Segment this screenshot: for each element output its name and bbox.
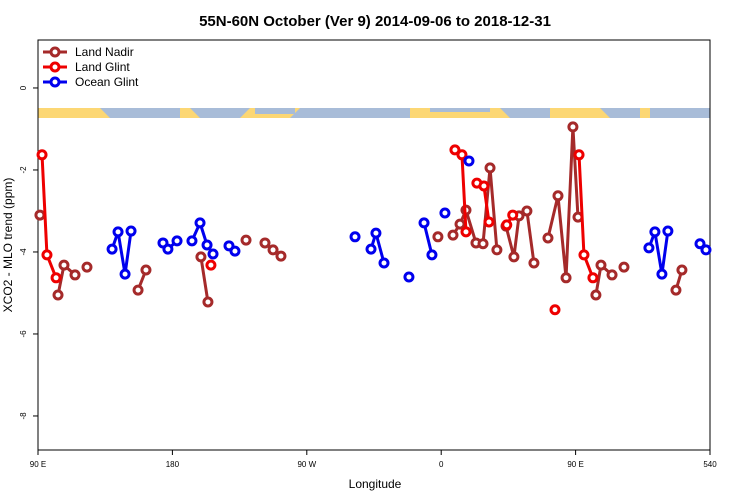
data-point bbox=[508, 251, 520, 263]
chart-title: 55N-60N October (Ver 9) 2014-09-06 to 20… bbox=[199, 13, 551, 30]
data-point bbox=[52, 289, 64, 301]
data-point bbox=[507, 209, 519, 221]
data-point bbox=[694, 238, 706, 250]
y-tick-label: -8 bbox=[19, 412, 28, 420]
data-point bbox=[552, 190, 564, 202]
data-point bbox=[365, 243, 377, 255]
legend-label: Land Glint bbox=[75, 60, 130, 74]
data-point bbox=[606, 269, 618, 281]
data-point bbox=[649, 226, 661, 238]
data-point bbox=[449, 144, 461, 156]
data-point bbox=[50, 272, 62, 284]
data-point bbox=[432, 231, 444, 243]
data-point bbox=[454, 218, 466, 230]
data-point bbox=[58, 259, 70, 271]
data-point bbox=[643, 242, 655, 254]
data-point bbox=[36, 149, 48, 161]
data-point bbox=[587, 272, 599, 284]
legend-label: Land Nadir bbox=[75, 45, 134, 59]
data-point bbox=[132, 284, 144, 296]
data-point bbox=[439, 207, 451, 219]
x-tick-label: 540 bbox=[703, 460, 717, 469]
data-point bbox=[483, 216, 495, 228]
data-point bbox=[676, 264, 688, 276]
data-point bbox=[205, 259, 217, 271]
legend-marker bbox=[49, 76, 61, 88]
x-tick-label: 180 bbox=[166, 460, 180, 469]
legend-marker bbox=[49, 61, 61, 73]
data-point bbox=[195, 251, 207, 263]
x-tick-label: 0 bbox=[439, 460, 444, 469]
data-point bbox=[521, 205, 533, 217]
data-point bbox=[171, 235, 183, 247]
data-point bbox=[119, 268, 131, 280]
y-tick-label: 0 bbox=[19, 85, 28, 90]
data-point bbox=[460, 226, 472, 238]
data-point bbox=[573, 149, 585, 161]
data-point bbox=[378, 257, 390, 269]
data-point bbox=[447, 229, 459, 241]
x-tick-label: 90 E bbox=[30, 460, 46, 469]
data-point bbox=[700, 244, 712, 256]
data-point bbox=[478, 180, 490, 192]
data-point bbox=[418, 217, 430, 229]
y-axis-label: XCO2 - MLO trend (ppm) bbox=[1, 178, 15, 313]
map-strip bbox=[38, 108, 710, 118]
data-point bbox=[186, 235, 198, 247]
data-point bbox=[403, 271, 415, 283]
data-point bbox=[140, 264, 152, 276]
data-point bbox=[670, 284, 682, 296]
legend-label: Ocean Glint bbox=[75, 75, 139, 89]
data-point bbox=[477, 238, 489, 250]
plot-frame bbox=[37, 39, 711, 451]
data-point bbox=[656, 268, 668, 280]
data-point bbox=[618, 261, 630, 273]
data-point bbox=[69, 269, 81, 281]
data-point bbox=[81, 261, 93, 273]
data-point bbox=[484, 162, 496, 174]
data-point bbox=[491, 244, 503, 256]
data-point bbox=[112, 226, 124, 238]
data-point bbox=[501, 219, 513, 231]
data-point bbox=[275, 250, 287, 262]
data-point bbox=[456, 149, 468, 161]
y-tick-label: -2 bbox=[19, 166, 28, 174]
data-point bbox=[463, 155, 475, 167]
data-point bbox=[207, 248, 219, 260]
data-point bbox=[229, 245, 241, 257]
data-point bbox=[549, 304, 561, 316]
data-point bbox=[567, 121, 579, 133]
data-point bbox=[194, 217, 206, 229]
data-point bbox=[349, 231, 361, 243]
y-tick-label: -4 bbox=[19, 248, 28, 256]
legend-marker bbox=[49, 46, 61, 58]
data-point bbox=[106, 243, 118, 255]
data-point bbox=[528, 257, 540, 269]
data-point bbox=[370, 227, 382, 239]
data-point bbox=[560, 272, 572, 284]
data-point bbox=[578, 249, 590, 261]
data-point bbox=[259, 237, 271, 249]
data-point bbox=[595, 259, 607, 271]
data-point bbox=[41, 249, 53, 261]
data-point bbox=[201, 239, 213, 251]
y-tick-label: -6 bbox=[19, 330, 28, 338]
data-point bbox=[240, 234, 252, 246]
data-point bbox=[125, 225, 137, 237]
x-axis-label: Longitude bbox=[349, 477, 402, 491]
data-point bbox=[662, 225, 674, 237]
data-point bbox=[162, 243, 174, 255]
data-point bbox=[542, 232, 554, 244]
data-point bbox=[202, 296, 214, 308]
x-tick-label: 90 W bbox=[297, 460, 316, 469]
data-point bbox=[34, 209, 46, 221]
x-tick-label: 90 E bbox=[567, 460, 583, 469]
data-point bbox=[426, 249, 438, 261]
data-point bbox=[590, 289, 602, 301]
data-point bbox=[267, 244, 279, 256]
